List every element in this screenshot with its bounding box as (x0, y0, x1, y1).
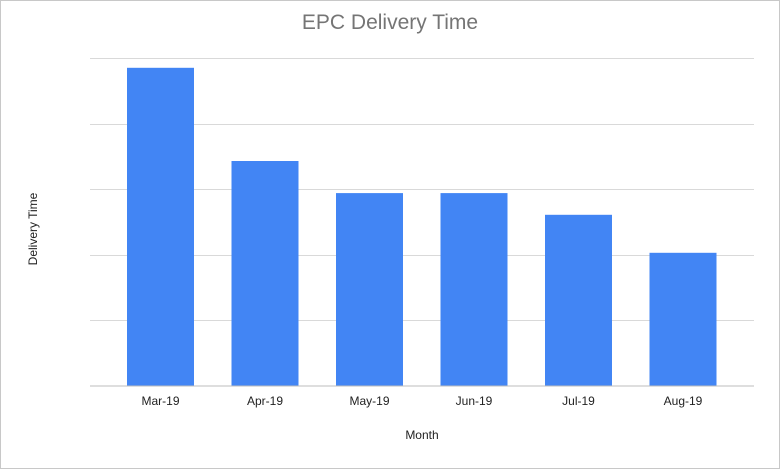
x-tick-label-aug-19: Aug-19 (664, 394, 703, 408)
x-tick-labels: Mar-19 Apr-19 May-19 Jun-19 Jul-19 Aug-19 (141, 394, 702, 408)
bar-jul-19 (545, 214, 612, 386)
bar-mar-19 (127, 67, 194, 387)
bar-apr-19 (231, 161, 299, 386)
bar-aug-19 (649, 252, 717, 386)
y-axis-label: Delivery Time (26, 192, 40, 265)
x-tick-label-jul-19: Jul-19 (562, 394, 595, 408)
x-axis-label: Month (405, 428, 438, 442)
bar-may-19 (336, 193, 403, 386)
x-tick-label-mar-19: Mar-19 (141, 394, 179, 408)
x-tick-label-jun-19: Jun-19 (456, 394, 493, 408)
bar-jun-19 (440, 193, 508, 386)
x-tick-label-may-19: May-19 (349, 394, 389, 408)
chart-title: EPC Delivery Time (302, 11, 478, 34)
bars-group (127, 67, 717, 387)
x-tick-label-apr-19: Apr-19 (247, 394, 283, 408)
grid-lines (90, 58, 754, 321)
